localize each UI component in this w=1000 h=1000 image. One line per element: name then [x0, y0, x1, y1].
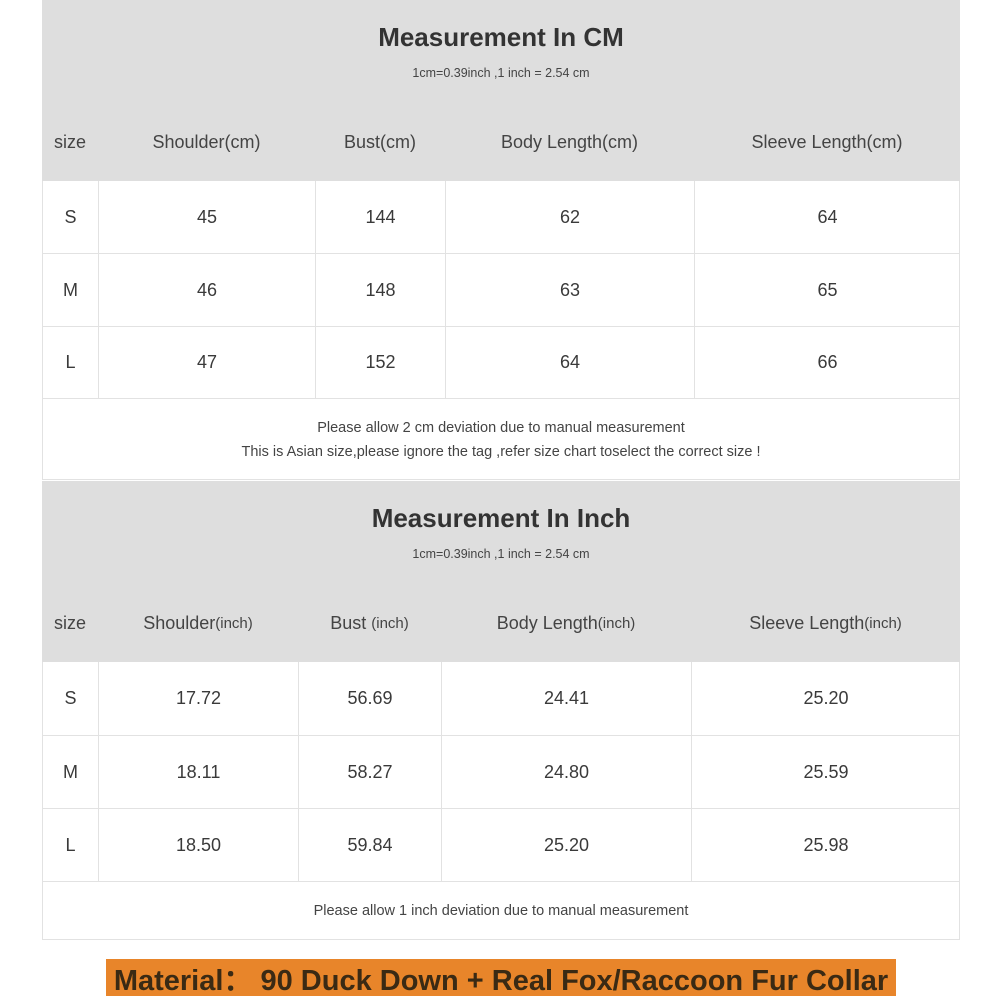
header-unit: (inch) — [215, 614, 253, 632]
material-banner: Material： 90 Duck Down + Real Fox/Raccoo… — [106, 959, 896, 997]
bust-cell: 148 — [316, 254, 446, 326]
column-header-shoulder: Shoulder (inch) — [98, 593, 298, 653]
size-cell: M — [43, 736, 99, 808]
header-text: Body Length(cm) — [500, 131, 639, 152]
column-header-sleeve-length: Sleeve Length (inch) — [691, 593, 960, 653]
column-header-body-length: Body Length (inch) — [441, 593, 691, 653]
bust-cell: 152 — [316, 327, 446, 398]
bust-cell: 59.84 — [299, 809, 442, 881]
cm-table-subtitle: 1cm=0.39inch ,1 inch = 2.54 cm — [412, 66, 590, 80]
sleeve-length-cell: 25.20 — [803, 688, 849, 708]
bust-cell: 144 — [316, 181, 446, 253]
size-cell: S — [43, 662, 99, 735]
cm-table-title: Measurement In CM — [378, 22, 624, 52]
table-row: L 47 152 64 66 — [43, 327, 959, 399]
inch-column-headers: size Shoulder (inch) Bust (inch) Body Len… — [42, 593, 960, 653]
deviation-note: Please allow 2 cm deviation due to manua… — [317, 419, 685, 436]
table-row: S 45 144 62 64 — [43, 181, 959, 254]
column-header-body-length: Body Length(cm) — [445, 112, 694, 172]
header-text: Shoulder — [143, 612, 216, 633]
inch-size-table: Measurement In Inch 1cm=0.39inch ,1 inch… — [42, 481, 960, 940]
column-header-bust: Bust(cm) — [315, 112, 445, 172]
header-text: Shoulder(cm) — [152, 131, 261, 152]
header-text: Bust — [330, 612, 372, 633]
shoulder-cell: 45 — [99, 181, 316, 253]
cm-column-headers: size Shoulder(cm) Bust(cm) Body Length(c… — [42, 112, 960, 172]
inch-table-subtitle: 1cm=0.39inch ,1 inch = 2.54 cm — [412, 547, 590, 561]
sleeve-length-cell: 25.59 — [803, 761, 849, 782]
size-cell: L — [43, 327, 99, 398]
header-text: Body Length — [496, 612, 598, 633]
shoulder-cell: 17.72 — [99, 662, 299, 735]
sleeve-length-cell: 65 — [817, 279, 838, 300]
inch-table-title: Measurement In Inch — [371, 503, 631, 533]
body-length-cell: 24.80 — [442, 736, 692, 808]
header-text: Sleeve Length(cm) — [751, 131, 903, 152]
shoulder-cell: 46 — [99, 254, 316, 326]
cm-size-table: Measurement In CM 1cm=0.39inch ,1 inch =… — [42, 0, 960, 480]
header-text: Bust(cm) — [344, 131, 416, 152]
sleeve-length-cell: 64 — [817, 206, 838, 227]
column-header-bust: Bust (inch) — [298, 593, 441, 653]
body-length-cell: 25.20 — [442, 809, 692, 881]
asian-size-note: This is Asian size,please ignore the tag… — [241, 443, 761, 460]
sleeve-length-cell: 25.98 — [803, 834, 849, 855]
header-unit: (inch) — [864, 614, 902, 632]
cm-table-body: S 45 144 62 64 M 46 148 63 65 L 47 152 6… — [42, 181, 960, 480]
inch-table-header: Measurement In Inch 1cm=0.39inch ,1 inch… — [42, 481, 960, 662]
header-text: Sleeve Length — [749, 612, 865, 633]
table-row: M 46 148 63 65 — [43, 254, 959, 327]
size-cell: S — [43, 181, 99, 253]
body-length-cell: 63 — [446, 254, 695, 326]
shoulder-cell: 18.50 — [99, 809, 299, 881]
column-header-shoulder: Shoulder(cm) — [98, 112, 315, 172]
bust-cell: 58.27 — [299, 736, 442, 808]
table-row: L 18.50 59.84 25.20 25.98 — [43, 809, 959, 882]
shoulder-cell: 47 — [99, 327, 316, 398]
header-unit: (inch) — [597, 614, 636, 632]
table-row: S 17.72 56.69 24.41 25.20 — [43, 662, 959, 736]
column-header-sleeve-length: Sleeve Length(cm) — [694, 112, 960, 172]
table-row: M 18.11 58.27 24.80 25.59 — [43, 736, 959, 809]
size-cell: M — [43, 254, 99, 326]
sleeve-length-cell: 66 — [817, 352, 838, 372]
bust-cell: 56.69 — [299, 662, 442, 735]
body-length-cell: 24.41 — [442, 662, 692, 735]
inch-table-notes: Please allow 1 inch deviation due to man… — [43, 882, 959, 940]
body-length-cell: 62 — [446, 181, 695, 253]
body-length-cell: 64 — [446, 327, 695, 398]
header-text: size — [53, 612, 86, 633]
inch-table-body: S 17.72 56.69 24.41 25.20 M 18.11 58.27 … — [42, 662, 960, 940]
cm-table-notes: Please allow 2 cm deviation due to manua… — [43, 399, 959, 480]
header-unit: (inch) — [371, 614, 409, 632]
size-cell: L — [43, 809, 99, 881]
header-text: size — [53, 131, 86, 152]
column-header-size: size — [42, 112, 98, 172]
cm-table-header: Measurement In CM 1cm=0.39inch ,1 inch =… — [42, 0, 960, 181]
column-header-size: size — [42, 593, 98, 653]
shoulder-cell: 18.11 — [99, 736, 299, 808]
deviation-note: Please allow 1 inch deviation due to man… — [313, 903, 689, 919]
